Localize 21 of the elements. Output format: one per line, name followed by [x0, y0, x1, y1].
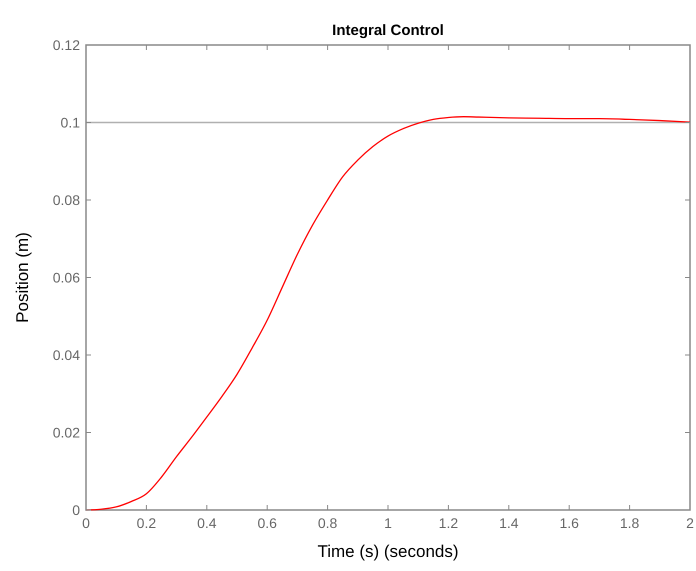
- y-tick-label: 0: [72, 502, 80, 518]
- x-tick-label: 0.4: [197, 515, 217, 531]
- x-tick-label: 0: [82, 515, 90, 531]
- x-tick-label: 1.2: [438, 515, 458, 531]
- x-tick-label: 1.6: [559, 515, 580, 531]
- x-tick-label: 1.4: [499, 515, 519, 531]
- y-tick-label: 0.08: [52, 192, 80, 208]
- y-tick-label: 0.12: [52, 37, 80, 53]
- chart-title: Integral Control: [332, 22, 444, 39]
- y-tick-label: 0.06: [52, 270, 80, 286]
- y-tick-label: 0.04: [52, 347, 80, 363]
- x-tick-label: 0.8: [318, 515, 338, 531]
- x-axis-title: Time (s) (seconds): [317, 542, 459, 561]
- x-tick-label: 0.6: [257, 515, 278, 531]
- x-tick-label: 1.8: [620, 515, 640, 531]
- x-tick-label: 1: [384, 515, 392, 531]
- y-tick-label: 0.1: [60, 114, 80, 130]
- x-tick-label: 2: [686, 515, 694, 531]
- x-tick-label: 0.2: [136, 515, 156, 531]
- y-tick-label: 0.02: [52, 424, 80, 440]
- y-axis-title: Position (m): [13, 232, 32, 323]
